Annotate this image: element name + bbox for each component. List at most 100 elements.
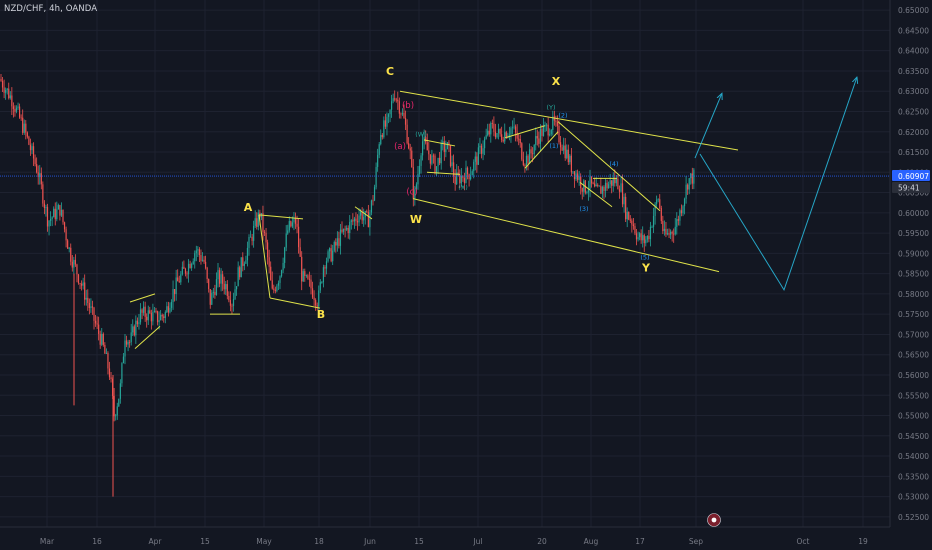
candle (443, 136, 445, 161)
candle (581, 187, 583, 200)
candle (499, 128, 501, 137)
price-tick-label: 0.55000 (898, 412, 929, 421)
candle (642, 226, 644, 248)
candle-body (375, 166, 377, 188)
candle (677, 215, 679, 226)
candle-body (381, 134, 383, 138)
candle-body (541, 129, 543, 136)
candle-body (505, 132, 507, 138)
candle-body (203, 259, 205, 262)
candle (195, 245, 197, 262)
candle-body (499, 129, 501, 135)
candle (372, 194, 374, 206)
candle-body (428, 150, 430, 155)
candle-body (25, 123, 27, 133)
candle-body (612, 177, 614, 186)
candle-body (29, 144, 32, 151)
candle-body (449, 145, 452, 166)
candle (12, 102, 14, 118)
candle (222, 270, 224, 291)
candle (200, 249, 202, 265)
candle (474, 151, 476, 171)
projection-lines (694, 77, 857, 292)
candle (414, 185, 416, 206)
price-tick-label: 0.61500 (898, 148, 929, 157)
time-axis: Mar 16 Apr 15 May 18 Jun 15 Jul 20 Aug 17 Sep Oct 19 (0, 526, 932, 550)
candle (298, 218, 300, 254)
candle-body (263, 231, 266, 233)
candle-body (370, 200, 373, 213)
trendline (524, 131, 559, 169)
candle-body (394, 98, 396, 100)
candle (288, 216, 290, 233)
candle (420, 153, 422, 174)
candle-body (251, 236, 253, 241)
price-tick-label: 0.56500 (898, 351, 929, 360)
wave-label: A (244, 201, 253, 214)
candle-body (536, 136, 538, 139)
candle (153, 306, 156, 313)
candle-body (346, 227, 348, 230)
candle-body (122, 356, 125, 364)
candle-body (184, 268, 187, 274)
candle (341, 221, 343, 234)
candle-body (240, 257, 242, 278)
candle-body (586, 192, 588, 194)
candle-body (245, 260, 247, 264)
candle-body (174, 289, 176, 295)
candle (332, 244, 334, 266)
wave-label: (b) (402, 101, 414, 111)
candle (34, 154, 36, 167)
candle (643, 233, 645, 252)
candle (659, 194, 661, 210)
candle-body (491, 123, 493, 124)
candle (347, 225, 349, 239)
candle-body (525, 155, 528, 166)
candle (242, 252, 244, 272)
candle-body (369, 212, 371, 228)
candle (57, 203, 59, 210)
candle (533, 144, 535, 159)
candle-body (614, 177, 616, 184)
candle (119, 379, 121, 404)
candle (321, 281, 323, 284)
candle-body (558, 125, 560, 143)
candle-body (563, 145, 565, 151)
candle (648, 229, 650, 243)
candle (381, 133, 383, 140)
candle (674, 217, 676, 236)
candle (373, 184, 376, 202)
candle-body (191, 263, 193, 268)
candle-body (194, 253, 196, 262)
candle (528, 143, 531, 164)
candle (294, 212, 297, 229)
candle-body (411, 150, 413, 168)
candle-body (322, 267, 324, 283)
candle-body (652, 215, 655, 227)
candle-body (539, 129, 541, 144)
candle (201, 252, 204, 262)
candle-body (451, 162, 453, 166)
candle-body (660, 208, 662, 221)
candle-body (9, 95, 11, 99)
candle-body (440, 142, 442, 164)
candle-body (556, 121, 559, 126)
candle (536, 129, 538, 146)
candle-body (358, 215, 360, 223)
price-tick-label: 0.57000 (898, 330, 929, 339)
wave-label: (Y) (546, 103, 555, 111)
candle-body (546, 124, 548, 126)
candle (580, 173, 582, 195)
candle-body (138, 322, 140, 325)
candle-body (594, 183, 596, 187)
candle-body (511, 127, 514, 129)
candle-body (600, 185, 602, 194)
candle (389, 109, 391, 123)
candle (104, 342, 106, 354)
candle-body (147, 310, 149, 321)
candle (346, 225, 348, 232)
candle (102, 332, 104, 347)
candle-body (598, 185, 600, 187)
